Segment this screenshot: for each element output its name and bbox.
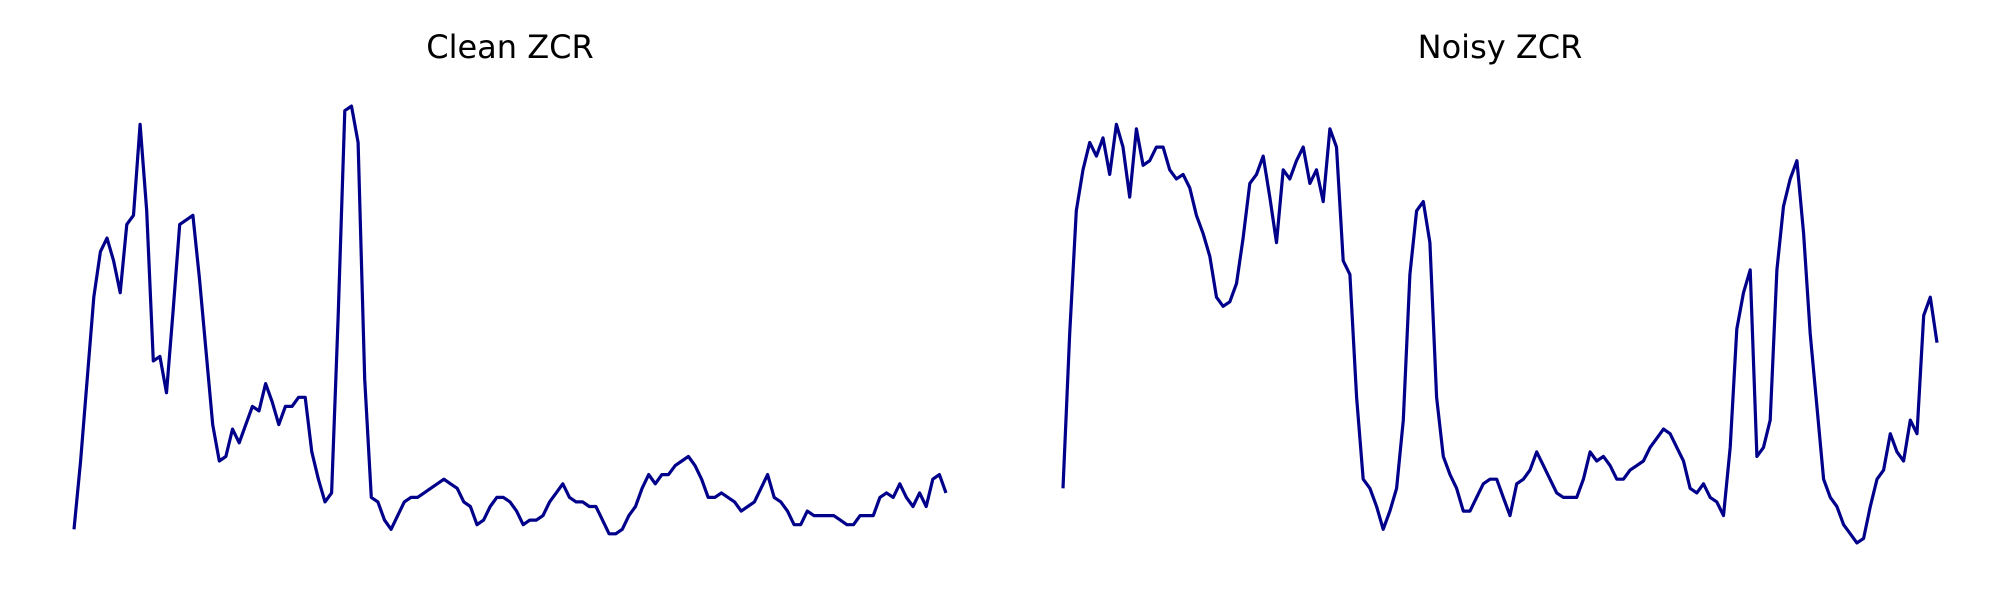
noisy-zcr-title: Noisy ZCR [1418, 28, 1583, 66]
noisy-zcr-series-line [1061, 122, 1939, 545]
clean-zcr-title: Clean ZCR [426, 28, 593, 66]
clean-zcr-panel: Clean ZCR [72, 28, 948, 536]
noisy-zcr-panel: Noisy ZCR [1061, 28, 1939, 545]
clean-zcr-series-line [72, 104, 948, 536]
